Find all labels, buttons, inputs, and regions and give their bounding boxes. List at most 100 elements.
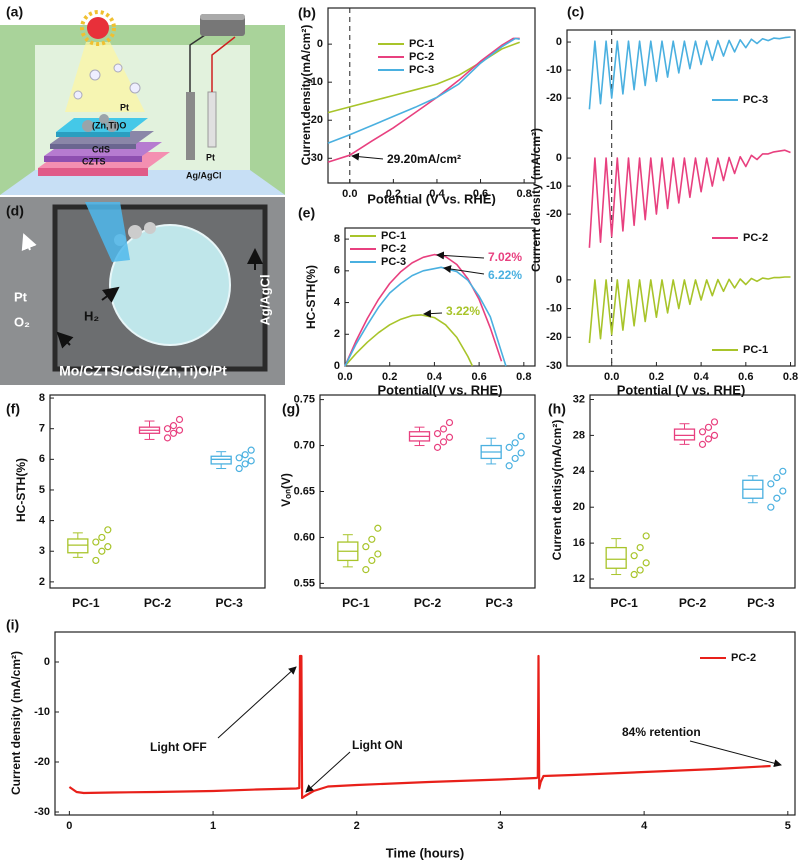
y-tick-label: 4 xyxy=(334,296,341,308)
legend-label: PC-3 xyxy=(409,64,434,76)
photo-d: Pt H₂ O₂ Ag/AgCl Mo/CZTS/CdS/(Zn,Ti)O/Pt… xyxy=(0,197,285,385)
y-tick-label: 0.65 xyxy=(294,485,315,497)
data-point xyxy=(698,428,707,436)
panel-label: (b) xyxy=(298,5,316,21)
photo-label: O₂ xyxy=(14,314,30,329)
data-point xyxy=(773,494,781,502)
photo-label: Ag/AgCl xyxy=(257,274,272,325)
data-point xyxy=(169,429,178,437)
schematic-label: CZTS xyxy=(82,156,106,166)
data-point xyxy=(433,443,442,451)
y-axis-label: HC-STH(%) xyxy=(14,458,28,522)
data-point xyxy=(241,460,249,468)
annotation: 84% retention xyxy=(622,725,701,739)
data-point xyxy=(104,526,112,534)
data-point xyxy=(368,556,376,565)
legend-label: PC-2 xyxy=(381,243,406,255)
data-point xyxy=(235,454,243,462)
panel-label: (a) xyxy=(6,4,23,20)
x-tick-label: PC-1 xyxy=(342,596,370,610)
data-line xyxy=(344,266,507,367)
data-point xyxy=(630,570,638,579)
x-tick-label: 0.4 xyxy=(693,371,709,383)
x-tick-label: 0.2 xyxy=(649,371,664,383)
box xyxy=(67,538,89,554)
x-tick-label: PC-3 xyxy=(485,596,513,610)
panel-label: (i) xyxy=(6,617,19,633)
y-tick-label: 0 xyxy=(317,38,323,50)
x-tick-label: 0.8 xyxy=(516,371,531,383)
data-point xyxy=(445,433,454,441)
x-tick-label: PC-1 xyxy=(610,596,638,610)
y-tick-label: -10 xyxy=(307,76,323,88)
x-tick-label: 0.6 xyxy=(471,371,486,383)
data-point xyxy=(630,552,638,560)
legend-label: PC-3 xyxy=(381,256,406,268)
data-point xyxy=(241,451,249,459)
annotation: Light ON xyxy=(352,738,403,752)
x-tick-label: PC-2 xyxy=(144,596,172,610)
data-point xyxy=(235,464,243,473)
legend-label: PC-2 xyxy=(731,652,756,664)
x-tick-label: PC-3 xyxy=(747,596,775,610)
x-tick-label: 4 xyxy=(641,820,648,832)
y-tick-label: 0.70 xyxy=(294,439,315,451)
data-line xyxy=(327,37,520,144)
annotation-arrow xyxy=(436,251,485,260)
annotation: 3.22% xyxy=(446,304,480,318)
y-axis-label: HC-STH(%) xyxy=(304,265,318,329)
y-axis-label: Vₒₙ(V) xyxy=(279,473,293,507)
data-point xyxy=(710,431,719,439)
x-tick-label: 0 xyxy=(66,820,72,832)
data-line xyxy=(588,149,791,248)
x-axis-label: Potential (V vs. RHE) xyxy=(617,382,746,397)
y-tick-label: -10 xyxy=(546,64,562,76)
y-tick-label: 12 xyxy=(573,573,585,585)
y-axis-label: Current dentisy(mA/cm²) xyxy=(550,420,564,561)
x-tick-label: 2 xyxy=(354,820,360,832)
y-tick-label: 7 xyxy=(39,423,45,435)
schematic-label: Pt xyxy=(206,152,215,162)
y-tick-label: 0 xyxy=(556,36,562,48)
y-axis-label: Current density(mA/cm²) xyxy=(299,25,313,166)
y-tick-label: -20 xyxy=(546,92,562,104)
y-tick-label: 8 xyxy=(39,392,45,404)
y-tick-label: -30 xyxy=(546,360,562,372)
data-point xyxy=(374,550,382,558)
data-point xyxy=(247,446,255,454)
y-tick-label: 0.75 xyxy=(294,394,315,406)
x-tick-label: 0.6 xyxy=(738,371,753,383)
legend-label: PC-1 xyxy=(743,344,768,356)
y-tick-label: -30 xyxy=(34,806,50,818)
data-point xyxy=(362,566,370,574)
x-tick-label: 0.8 xyxy=(783,371,798,383)
data-point xyxy=(642,559,650,567)
y-tick-label: -10 xyxy=(34,706,50,718)
data-point xyxy=(163,434,172,442)
data-point xyxy=(175,426,184,434)
data-line xyxy=(344,314,474,367)
x-tick-label: 5 xyxy=(785,820,791,832)
y-tick-label: 6 xyxy=(39,453,45,465)
x-tick-label: 0.0 xyxy=(342,188,357,200)
y-tick-label: 8 xyxy=(334,233,340,245)
annotation: Light OFF xyxy=(150,740,207,754)
schematic-label: Pt xyxy=(120,102,129,112)
data-point xyxy=(773,473,781,482)
x-tick-label: 0.6 xyxy=(473,188,488,200)
y-tick-label: 16 xyxy=(573,537,585,549)
box xyxy=(605,546,627,569)
x-tick-label: PC-2 xyxy=(414,596,442,610)
legend-label: PC-2 xyxy=(743,232,768,244)
panel-label: (e) xyxy=(298,205,315,221)
box xyxy=(210,455,232,465)
annotation: 29.20mA/cm² xyxy=(387,152,461,166)
y-tick-label: 6 xyxy=(334,265,340,277)
plot-frame xyxy=(54,631,796,816)
y-axis-label: Current density (mA/cm²) xyxy=(9,651,23,795)
data-point xyxy=(362,543,370,551)
data-point xyxy=(517,432,525,440)
x-tick-label: 1 xyxy=(210,820,216,832)
schematic-a: Pt (Zn,Ti)O CdS CZTS Pt Ag/AgCl (a) xyxy=(0,4,285,195)
data-point xyxy=(163,425,172,433)
